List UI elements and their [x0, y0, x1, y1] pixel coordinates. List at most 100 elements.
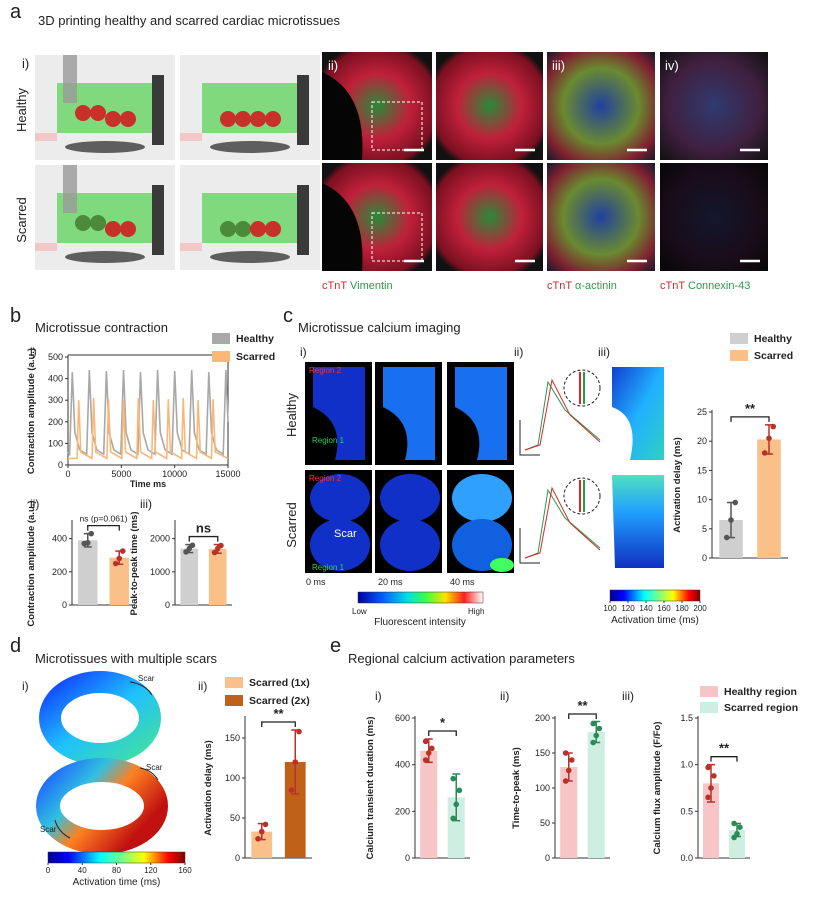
y-tick-label: 20: [697, 436, 707, 446]
render-shadow: [210, 141, 290, 153]
y-axis-label: Activation delay (ms): [672, 437, 683, 533]
render-tissue: [75, 105, 91, 121]
colorbar-label: Low: [352, 607, 367, 616]
significance-bracket: [188, 535, 219, 542]
data-point: [255, 836, 261, 842]
y-tick-label: 0.0: [680, 853, 693, 863]
y-tick-label: 0: [235, 853, 240, 863]
render-tissue: [90, 215, 106, 231]
data-point: [705, 764, 711, 771]
time-label: 20 ms: [378, 577, 403, 587]
data-point: [723, 534, 730, 541]
calcium-tissue: [452, 519, 512, 571]
data-point: [737, 824, 743, 830]
calcium-tissue: [313, 367, 365, 460]
sublabel: iii): [598, 345, 610, 359]
bar: [284, 762, 306, 858]
render-floor: [35, 243, 57, 251]
scar-label: Scar: [40, 825, 57, 834]
legend-label: Scarred: [754, 350, 793, 362]
sublabel: i): [300, 345, 307, 359]
render-tissue: [220, 111, 236, 127]
render-floor: [180, 243, 202, 251]
scar-label: Scar: [138, 674, 155, 683]
data-point: [450, 775, 456, 782]
render-frame: [297, 75, 309, 145]
render-shadow: [210, 251, 290, 263]
colorbar-tick-label: 40: [78, 866, 87, 875]
x-axis-label: Time ms: [130, 479, 166, 489]
y-tick-label: 0: [58, 460, 63, 470]
data-point: [262, 821, 269, 828]
legend-label: Scarred: [236, 351, 275, 363]
y-tick-label: 15: [697, 465, 707, 475]
sublabel: i): [22, 679, 29, 693]
activation-ring: [36, 758, 168, 854]
legend-label: Scarred region: [724, 702, 798, 714]
calcium-tissue: [380, 519, 440, 571]
y-tick-label: 100: [48, 438, 63, 448]
y-tick-label: 0: [62, 600, 67, 610]
render-tissue: [105, 221, 121, 237]
trace: [68, 397, 229, 460]
data-point: [258, 828, 265, 835]
legend-label: Scarred (1x): [249, 677, 310, 689]
data-point: [562, 778, 569, 784]
legend-swatch: [212, 333, 230, 344]
y-tick-label: 5: [702, 524, 707, 534]
data-point: [425, 750, 432, 756]
row-label: Healthy: [284, 392, 299, 437]
intensity-colorbar: [357, 591, 484, 604]
sublabel: i): [30, 345, 37, 359]
render-frame: [152, 185, 164, 255]
render-tissue: [220, 221, 236, 237]
data-point: [593, 732, 600, 739]
y-tick-label: 25: [697, 407, 707, 417]
panel-label: e: [330, 635, 341, 657]
y-tick-label: 400: [52, 534, 67, 544]
significance-label: **: [719, 741, 730, 756]
legend-swatch: [212, 351, 230, 362]
bar: [77, 540, 98, 605]
y-tick-label: 100: [535, 783, 550, 793]
significance-bracket: [428, 730, 457, 736]
scar-label: Scar: [146, 763, 163, 772]
legend-label: Healthy: [754, 333, 792, 345]
sublabel: iv): [665, 58, 679, 73]
render-floor: [180, 133, 202, 141]
y-tick-label: 150: [225, 733, 240, 743]
legend-swatch: [700, 686, 718, 697]
region-label: Region 1: [312, 563, 345, 572]
significance-bracket: [568, 713, 597, 719]
y-tick-label: 400: [395, 760, 410, 770]
sublabel: iii): [552, 58, 565, 73]
legend-swatch: [225, 677, 243, 688]
colorbar-tick-label: 0: [46, 866, 51, 875]
bar: [719, 520, 743, 558]
significance-bracket: [261, 721, 296, 727]
data-point: [422, 738, 429, 745]
data-point: [422, 757, 429, 763]
significance-label: **: [273, 706, 284, 721]
render-tissue: [235, 111, 251, 127]
bar: [447, 797, 465, 858]
data-point: [590, 739, 596, 746]
region-label: Region 2: [309, 366, 342, 375]
colorbar-title: Activation time (ms): [611, 615, 699, 626]
colorbar-title: Activation time (ms): [73, 877, 161, 888]
scar-label: Scar: [334, 528, 357, 540]
zoom-circle: [563, 477, 601, 515]
sublabel: ii): [30, 497, 39, 511]
calcium-tissue: [310, 474, 370, 522]
bar: [702, 783, 720, 858]
colorbar-tick-label: 80: [112, 866, 121, 875]
y-tick-label: 200: [535, 713, 550, 723]
row-label: Scarred: [284, 502, 299, 548]
panel-title: Microtissues with multiple scars: [35, 651, 218, 666]
render-frame: [152, 75, 164, 145]
render-bath: [202, 83, 297, 133]
scar-pointer: [129, 681, 153, 696]
bar: [109, 557, 130, 605]
y-tick-label: 500: [48, 352, 63, 362]
